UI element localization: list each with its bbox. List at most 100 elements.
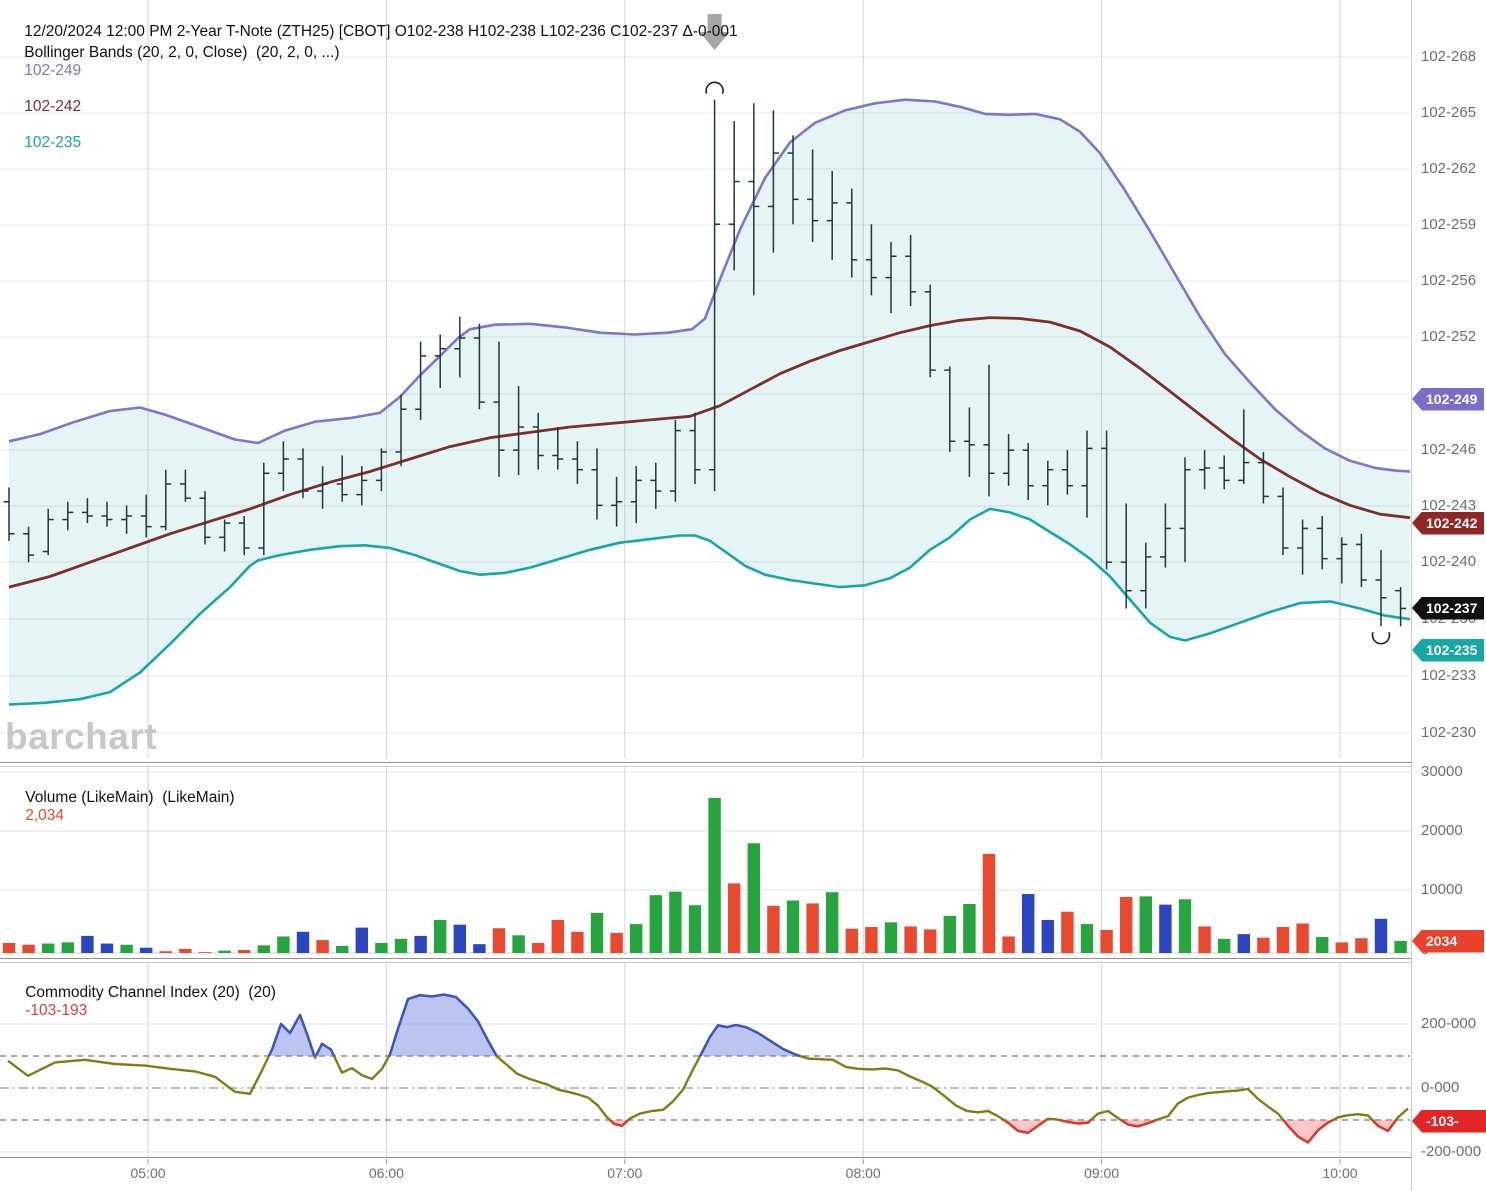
volume-bar [159, 951, 172, 953]
cci-overbought-line [388, 993, 498, 1057]
volume-bar [767, 905, 780, 953]
volume-bar [1316, 937, 1329, 953]
volume-bar [394, 938, 408, 953]
volume-bar [1355, 938, 1368, 953]
cci-label: Commodity Channel Index (20) (20) [25, 984, 281, 1001]
volume-header[interactable]: Volume (LikeMain) (LikeMain) 2,034 [8, 771, 239, 843]
cci-oversold-line [1371, 1119, 1398, 1133]
volume-bar [218, 950, 231, 953]
volume-axis-label: 20000 [1421, 822, 1463, 839]
price-axis-label: 102-243 [1421, 497, 1477, 514]
volume-bar [473, 944, 486, 953]
panel-separator[interactable] [0, 958, 1486, 963]
volume-bar [1041, 919, 1054, 953]
cci-oversold-line [1282, 1118, 1334, 1144]
volume-bar [120, 944, 133, 953]
cci-overbought-line [267, 1013, 316, 1057]
volume-bar [296, 931, 310, 953]
volume-bar [924, 929, 937, 953]
cci-axis-label: -200-000 [1421, 1143, 1482, 1160]
volume-bar [1374, 918, 1388, 953]
volume-bar [1022, 894, 1035, 953]
volume-bar [708, 797, 721, 953]
volume-bar [1120, 896, 1133, 953]
volume-bar [1159, 904, 1172, 953]
volume-axis-label: 10000 [1421, 881, 1463, 898]
price-badge: 102-237 [1412, 596, 1484, 620]
cci-overbought-fill [700, 1025, 800, 1056]
volume-bar [963, 904, 976, 953]
bollinger-middle-value: 102-242 [24, 98, 82, 115]
cci-axis-label: 0-000 [1421, 1079, 1460, 1096]
volume-bar [826, 892, 839, 953]
cci-overbought-fill [389, 994, 497, 1056]
volume-bar [1139, 896, 1152, 953]
volume-bar [355, 927, 368, 953]
barchart-logo: barchart [5, 716, 158, 757]
volume-bar [865, 927, 878, 953]
price-badge: 102-242 [1412, 511, 1484, 535]
volume-bar [61, 942, 74, 953]
volume-bar [728, 883, 741, 953]
cci-header[interactable]: Commodity Channel Index (20) (20) -103-1… [8, 966, 280, 1038]
volume-bar [277, 936, 290, 953]
bollinger-label: Bollinger Bands (20, 2, 0, Close) (20, 2… [24, 44, 344, 61]
bollinger-upper-value: 102-249 [24, 62, 82, 79]
volume-bar [1257, 937, 1270, 953]
volume-bar [179, 948, 192, 953]
axis-separator [0, 1157, 1486, 1159]
price-axis-label: 102-246 [1421, 441, 1477, 458]
time-axis-label: 06:00 [368, 1165, 404, 1181]
volume-bar [1061, 911, 1074, 953]
price-axis-label: 102-256 [1421, 272, 1477, 289]
volume-bar [884, 922, 898, 953]
time-axis-label: 10:00 [1322, 1165, 1358, 1181]
quote-header: 12/20/2024 12:00 PM 2-Year T-Note (ZTH25… [7, 5, 737, 59]
volume-bar [375, 942, 388, 953]
volume-bar [336, 945, 349, 953]
price-axis-label: 102-268 [1421, 48, 1477, 65]
volume-label: Volume (LikeMain) (LikeMain) [25, 789, 239, 806]
price-axis-label: 102-259 [1421, 216, 1477, 233]
volume-bar [649, 895, 662, 953]
volume-bar [1178, 899, 1192, 953]
volume-bar [590, 912, 604, 953]
volume-bar [1002, 936, 1015, 953]
price-axis[interactable]: 102-268 102-265 102-262 102-259 102-256 102-2… [1411, 0, 1486, 1191]
bollinger-band-fill [9, 99, 1410, 705]
time-axis-label: 05:00 [130, 1165, 166, 1181]
bollinger-upper-band [8, 98, 1411, 473]
cci-oversold-fill [610, 1120, 629, 1126]
volume-axis-label: 30000 [1421, 763, 1463, 780]
volume-bar [453, 924, 466, 953]
volume-bar [1237, 934, 1250, 953]
cci-oversold-line [1003, 1118, 1047, 1134]
price-axis-label: 102-230 [1421, 724, 1477, 741]
cci-axis-label: 200-000 [1421, 1015, 1477, 1032]
price-axis-label: 102-233 [1421, 667, 1477, 684]
bollinger-lower-band [8, 507, 1411, 706]
bollinger-lower-value: 102-235 [24, 134, 82, 151]
price-axis-label: 102-252 [1421, 328, 1477, 345]
volume-bar [806, 903, 819, 953]
high-of-day-marker [705, 81, 724, 94]
bollinger-middle-band [8, 316, 1411, 589]
volume-bar [414, 935, 427, 953]
time-axis-label: 09:00 [1084, 1165, 1120, 1181]
volume-bar [1394, 940, 1407, 953]
volume-bar [943, 915, 956, 953]
cci-oversold-fill [1004, 1120, 1047, 1133]
volume-bar [198, 952, 212, 953]
price-badge: 2034 [1412, 929, 1484, 953]
time-axis[interactable]: 05:00 06:00 07:00 08:00 09:00 10:00 [0, 1161, 1410, 1191]
volume-bar [434, 919, 447, 953]
volume-bar [238, 950, 251, 953]
volume-bar [630, 924, 643, 953]
bollinger-header[interactable]: Bollinger Bands (20, 2, 0, Close) (20, 2… [7, 26, 344, 170]
volume-bar [512, 935, 525, 953]
volume-bar [747, 843, 760, 953]
volume-bar [22, 944, 35, 953]
volume-bar [571, 931, 584, 953]
panel-separator[interactable] [0, 762, 1486, 767]
